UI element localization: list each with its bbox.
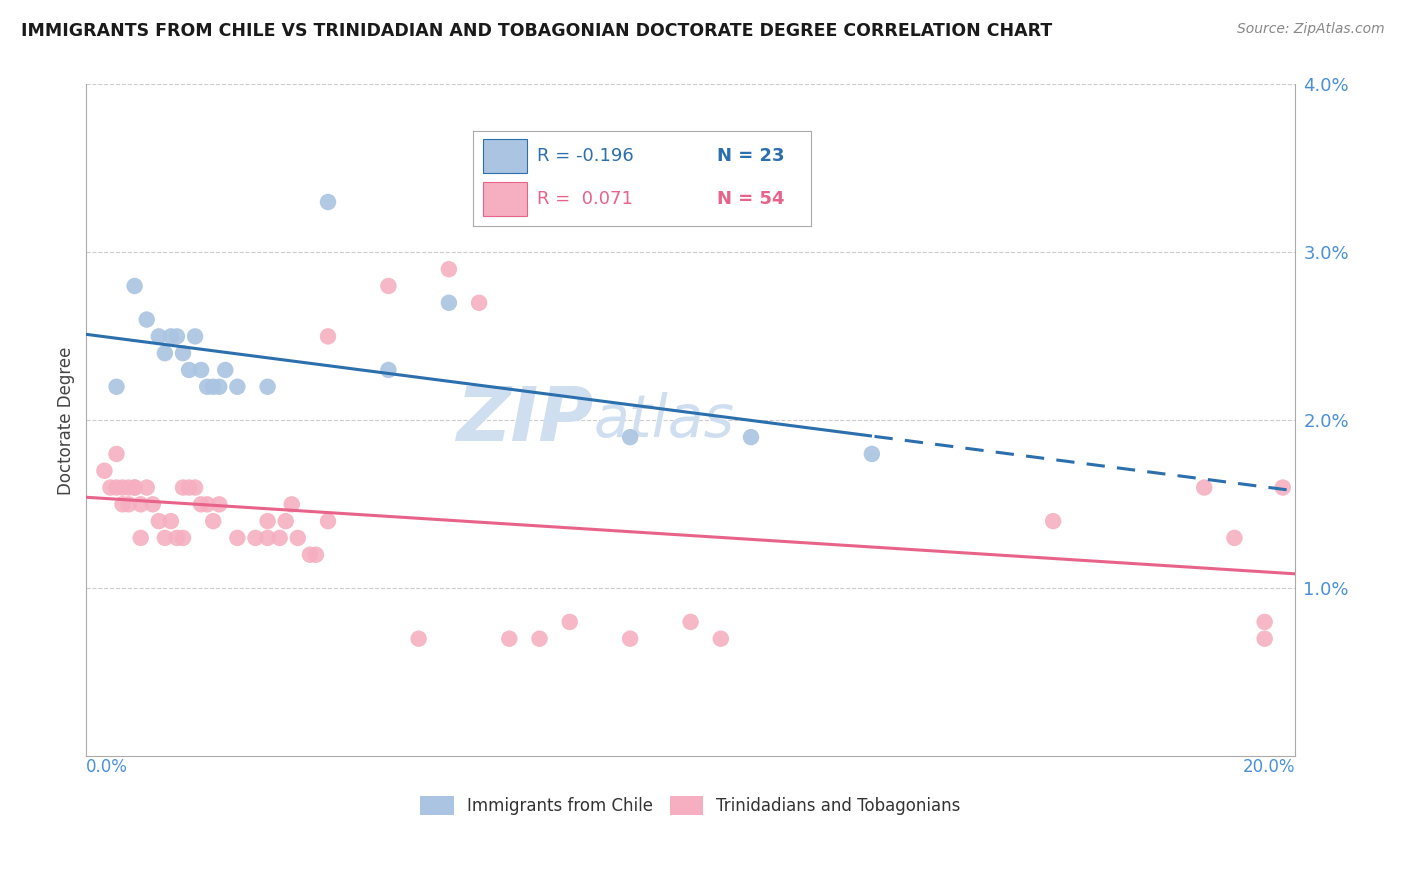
Point — [558, 615, 581, 629]
Text: ZIP: ZIP — [457, 384, 593, 457]
Point — [93, 464, 115, 478]
Point — [111, 497, 134, 511]
Point — [172, 481, 194, 495]
Text: 0.0%: 0.0% — [86, 758, 128, 776]
Point — [619, 632, 641, 646]
Point — [184, 329, 207, 343]
Point — [468, 295, 491, 310]
Point — [305, 548, 328, 562]
Point — [860, 447, 883, 461]
Point — [208, 380, 231, 394]
Point — [148, 329, 170, 343]
Point — [142, 497, 165, 511]
Point — [117, 481, 139, 495]
Point — [135, 312, 157, 326]
Point — [177, 481, 200, 495]
Point — [377, 279, 399, 293]
Point — [740, 430, 762, 444]
Point — [256, 531, 278, 545]
Point — [269, 531, 291, 545]
Legend: Immigrants from Chile, Trinidadians and Tobagonians: Immigrants from Chile, Trinidadians and … — [413, 789, 967, 822]
Point — [195, 380, 218, 394]
Point — [214, 363, 236, 377]
Point — [160, 329, 183, 343]
Point — [148, 514, 170, 528]
Text: 20.0%: 20.0% — [1243, 758, 1295, 776]
Point — [202, 380, 225, 394]
Point — [377, 363, 399, 377]
Y-axis label: Doctorate Degree: Doctorate Degree — [58, 346, 75, 494]
Point — [316, 514, 339, 528]
Point — [208, 497, 231, 511]
Point — [298, 548, 321, 562]
Point — [256, 514, 278, 528]
Point — [202, 514, 225, 528]
Point — [166, 329, 188, 343]
Point — [195, 497, 218, 511]
Point — [281, 497, 304, 511]
Point — [408, 632, 430, 646]
Point — [316, 329, 339, 343]
Point — [529, 632, 551, 646]
Point — [287, 531, 309, 545]
Text: Source: ZipAtlas.com: Source: ZipAtlas.com — [1237, 22, 1385, 37]
Point — [172, 531, 194, 545]
Point — [1192, 481, 1215, 495]
Point — [190, 497, 212, 511]
Point — [1253, 632, 1275, 646]
Point — [172, 346, 194, 360]
Point — [274, 514, 297, 528]
Point — [117, 497, 139, 511]
Point — [184, 481, 207, 495]
Point — [135, 481, 157, 495]
Point — [226, 531, 249, 545]
Point — [256, 380, 278, 394]
Point — [166, 531, 188, 545]
Point — [124, 481, 146, 495]
Point — [129, 497, 152, 511]
Point — [105, 447, 128, 461]
Point — [129, 531, 152, 545]
Point — [1223, 531, 1246, 545]
Point — [498, 632, 520, 646]
Text: atlas: atlas — [593, 392, 735, 449]
Point — [1042, 514, 1064, 528]
Point — [153, 531, 176, 545]
Point — [1271, 481, 1294, 495]
Point — [124, 481, 146, 495]
Point — [710, 632, 733, 646]
Point — [437, 262, 460, 277]
Point — [226, 380, 249, 394]
Point — [619, 430, 641, 444]
Text: IMMIGRANTS FROM CHILE VS TRINIDADIAN AND TOBAGONIAN DOCTORATE DEGREE CORRELATION: IMMIGRANTS FROM CHILE VS TRINIDADIAN AND… — [21, 22, 1052, 40]
Point — [105, 481, 128, 495]
Point — [679, 615, 702, 629]
Point — [105, 380, 128, 394]
Point — [1253, 615, 1275, 629]
Point — [153, 346, 176, 360]
Point — [111, 481, 134, 495]
Point — [100, 481, 122, 495]
Point — [124, 279, 146, 293]
Point — [177, 363, 200, 377]
Point — [160, 514, 183, 528]
Point — [245, 531, 267, 545]
Point — [437, 295, 460, 310]
Point — [190, 363, 212, 377]
Point — [316, 194, 339, 209]
